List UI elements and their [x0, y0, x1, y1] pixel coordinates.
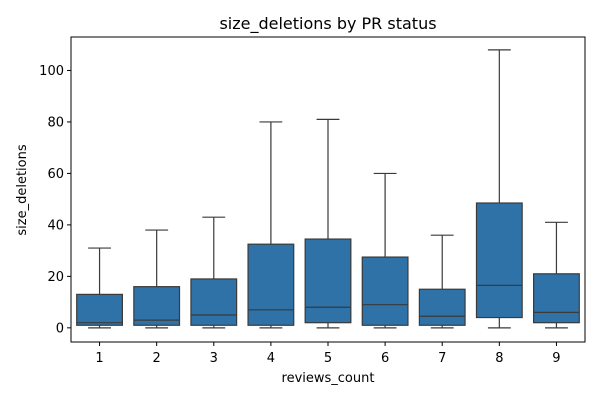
chart-title: size_deletions by PR status — [219, 14, 436, 34]
box-iqr — [361, 256, 409, 326]
box-iqr — [475, 202, 523, 319]
y-tick-label: 20 — [47, 270, 64, 285]
x-tick-label: 9 — [552, 351, 560, 366]
box-5 — [304, 118, 352, 329]
box-2 — [133, 229, 181, 329]
box-series — [76, 49, 580, 329]
box-4 — [247, 121, 295, 329]
box-1 — [76, 247, 124, 329]
y-tick-label: 80 — [47, 115, 64, 130]
box-iqr — [76, 293, 124, 326]
y-axis: 0 20 40 60 80 100 — [39, 64, 71, 336]
box-iqr — [190, 278, 238, 326]
box-9 — [532, 221, 580, 329]
y-tick-label: 0 — [56, 321, 64, 336]
y-axis-title: size_deletions — [15, 144, 30, 235]
x-axis-title: reviews_count — [282, 371, 375, 386]
x-tick-label: 1 — [95, 351, 103, 366]
y-tick-label: 100 — [39, 64, 64, 79]
x-tick-label: 3 — [210, 351, 218, 366]
box-3 — [190, 216, 238, 329]
box-6 — [361, 172, 409, 329]
x-tick-label: 5 — [324, 351, 332, 366]
x-axis: 1 2 3 4 5 6 7 8 9 — [95, 342, 561, 366]
box-iqr — [304, 238, 352, 324]
x-tick-label: 2 — [153, 351, 161, 366]
box-8 — [475, 49, 523, 329]
x-tick-label: 8 — [495, 351, 503, 366]
box-iqr — [133, 286, 181, 326]
y-tick-label: 40 — [47, 218, 64, 233]
y-tick-label: 60 — [47, 167, 64, 182]
x-tick-label: 4 — [267, 351, 275, 366]
box-iqr — [247, 243, 295, 326]
x-tick-label: 7 — [438, 351, 446, 366]
box-iqr — [532, 273, 580, 324]
box-7 — [418, 234, 466, 329]
x-tick-label: 6 — [381, 351, 389, 366]
box-iqr — [418, 288, 466, 326]
